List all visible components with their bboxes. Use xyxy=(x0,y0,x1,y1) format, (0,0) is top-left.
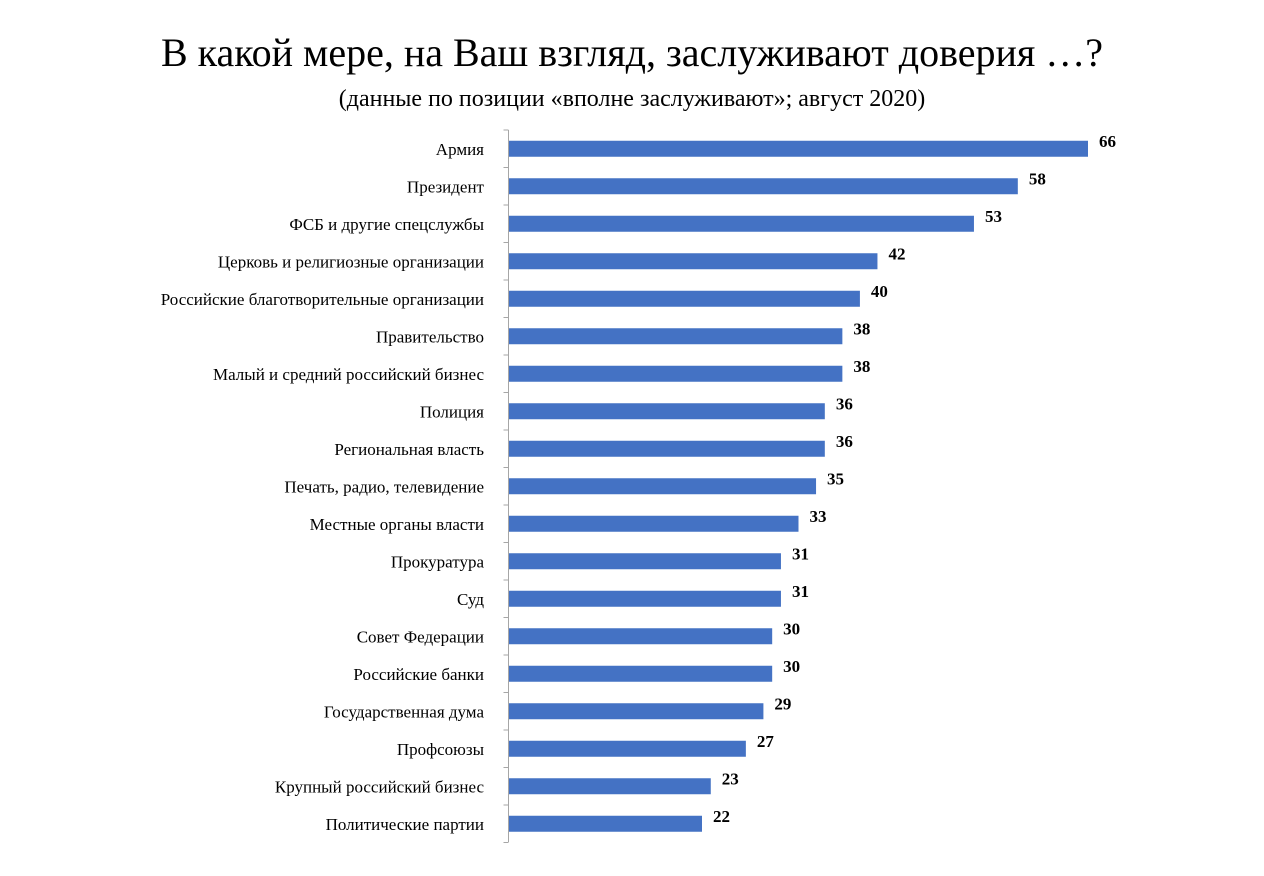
value-label: 58 xyxy=(1029,169,1046,188)
category-label: Российские благотворительные организации xyxy=(161,290,484,309)
value-label: 30 xyxy=(783,657,800,676)
value-label: 42 xyxy=(888,244,905,263)
category-label: Печать, радио, телевидение xyxy=(284,477,484,496)
category-label: Церковь и религиозные организации xyxy=(218,252,484,271)
category-label: Российские банки xyxy=(353,665,484,684)
category-label: Армия xyxy=(436,140,484,159)
value-label: 29 xyxy=(774,694,791,713)
value-label: 36 xyxy=(836,432,853,451)
value-label: 31 xyxy=(792,544,809,563)
bar xyxy=(509,365,843,382)
category-label: Правительство xyxy=(376,327,484,346)
value-label: 35 xyxy=(827,469,844,488)
value-label: 66 xyxy=(1099,132,1116,151)
bar xyxy=(509,290,860,307)
category-label: Президент xyxy=(407,177,485,196)
bar xyxy=(509,328,843,345)
bar xyxy=(509,253,878,270)
bar xyxy=(509,815,702,832)
bar xyxy=(509,403,825,420)
bar xyxy=(509,590,781,607)
value-label: 31 xyxy=(792,582,809,601)
category-label: ФСБ и другие спецслужбы xyxy=(289,215,484,234)
bar xyxy=(509,553,781,570)
category-label: Прокуратура xyxy=(391,552,485,571)
bars-group xyxy=(509,140,1088,832)
value-label: 53 xyxy=(985,207,1002,226)
y-axis-ticks xyxy=(503,129,509,843)
value-label: 22 xyxy=(713,807,730,826)
value-label: 38 xyxy=(853,319,870,338)
category-label: Крупный российский бизнес xyxy=(275,777,485,796)
category-label: Малый и средний российский бизнес xyxy=(213,365,484,384)
category-label: Профсоюзы xyxy=(397,740,485,759)
value-label: 36 xyxy=(836,394,853,413)
bar xyxy=(509,778,711,795)
value-label: 40 xyxy=(871,282,888,301)
chart-subtitle: (данные по позиции «вполне заслуживают»;… xyxy=(338,86,926,112)
value-label: 38 xyxy=(853,357,870,376)
value-label: 23 xyxy=(722,769,739,788)
bar xyxy=(509,628,773,645)
bar xyxy=(509,178,1018,195)
bar xyxy=(509,703,764,720)
value-label: 30 xyxy=(783,619,800,638)
chart-title: В какой мере, на Ваш взгляд, заслуживают… xyxy=(160,30,1104,75)
category-label: Совет Федерации xyxy=(357,627,484,646)
category-label: Государственная дума xyxy=(324,702,485,721)
value-label: 27 xyxy=(757,732,775,751)
category-label: Местные органы власти xyxy=(310,515,484,534)
category-labels: Армия Президент ФСБ и другие спецслужбы Цер… xyxy=(161,140,485,834)
category-label: Политические партии xyxy=(326,815,484,834)
value-label: 33 xyxy=(810,507,827,526)
bar xyxy=(509,440,825,457)
bar xyxy=(509,665,773,682)
category-label: Суд xyxy=(457,590,484,609)
bar xyxy=(509,140,1088,157)
bar xyxy=(509,478,817,495)
bar xyxy=(509,740,746,757)
bar xyxy=(509,215,974,232)
bar xyxy=(509,515,799,532)
category-label: Полиция xyxy=(420,402,484,421)
category-label: Региональная власть xyxy=(334,440,484,459)
